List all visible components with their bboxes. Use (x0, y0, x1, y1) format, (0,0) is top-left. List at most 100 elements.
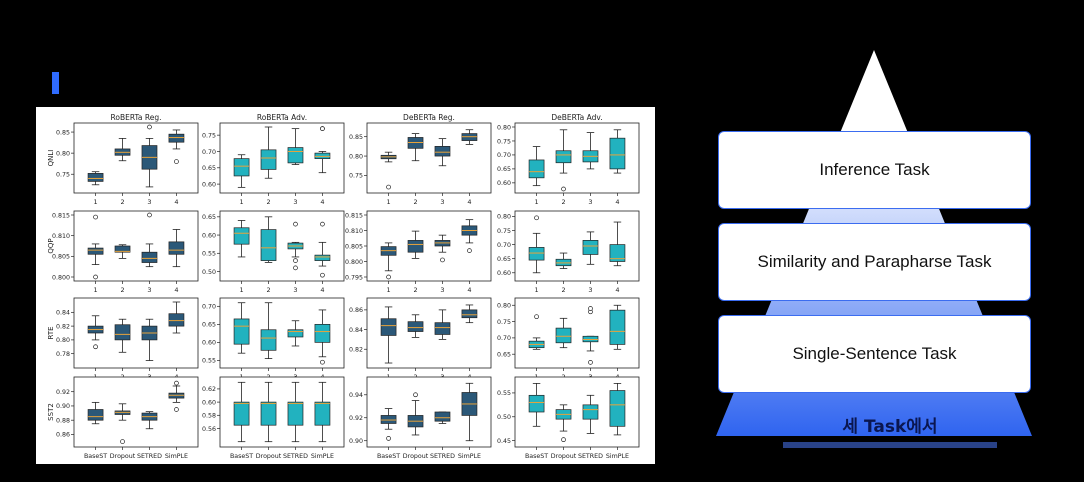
title-accent-bar (52, 72, 59, 94)
box (609, 309, 626, 345)
pyramid-caption: 세 Task에서 (842, 417, 938, 437)
box (260, 329, 277, 351)
x-tick-label: BaseST (84, 453, 107, 460)
y-tick-label: 0.65 (497, 352, 511, 359)
x-tick-label: 3 (293, 286, 297, 294)
box (168, 241, 185, 255)
y-tick-label: 0.56 (202, 426, 216, 433)
outlier-point (147, 212, 152, 218)
similarity-task-label: Similarity and Parapharse Task (757, 252, 992, 271)
outlier-point (93, 274, 98, 280)
y-tick-label: 0.86 (56, 432, 70, 439)
outlier-point (561, 437, 566, 443)
similarity-task-card: Similarity and Parapharse Task (718, 223, 1031, 301)
box (582, 404, 599, 420)
outlier-point (120, 439, 125, 444)
x-tick-label: 1 (93, 286, 97, 294)
y-tick-label: 0.70 (497, 335, 511, 342)
outlier-point (174, 380, 179, 386)
y-tick-label: 0.805 (345, 243, 363, 250)
y-tick-label: 0.80 (56, 337, 70, 344)
y-tick-label: 0.80 (56, 150, 70, 157)
y-tick-label: 0.86 (349, 307, 363, 314)
outlier-point (561, 186, 566, 192)
outlier-point (534, 314, 539, 320)
outlier-point (386, 274, 391, 280)
y-tick-label: 0.65 (497, 166, 511, 173)
box (260, 149, 277, 170)
y-tick-label: 0.65 (202, 214, 216, 221)
x-tick-label: SimPLE (606, 453, 629, 460)
y-tick-label: 0.810 (345, 228, 363, 235)
column-title: DeBERTa Adv. (551, 113, 602, 122)
y-tick-label: 0.90 (349, 438, 363, 445)
x-tick-label: 1 (534, 286, 538, 294)
x-tick-label: BaseST (230, 453, 253, 460)
x-tick-label: SETRED (283, 453, 308, 460)
x-tick-label: 3 (147, 286, 151, 294)
y-tick-label: 0.80 (497, 303, 511, 310)
y-tick-label: 0.60 (497, 270, 511, 277)
box (528, 394, 545, 413)
y-tick-label: 0.92 (349, 415, 363, 422)
row-label: RTE (47, 326, 55, 339)
x-tick-label: 2 (266, 286, 270, 294)
box (260, 401, 277, 426)
inference-task-card: Inference Task (718, 131, 1031, 209)
box (380, 318, 397, 336)
y-tick-label: 0.85 (56, 129, 70, 136)
y-tick-label: 0.800 (52, 274, 70, 281)
inference-task-label: Inference Task (819, 160, 930, 179)
y-tick-label: 0.810 (52, 233, 70, 240)
outlier-point (174, 159, 179, 164)
box (434, 146, 451, 157)
x-tick-label: 4 (320, 286, 324, 294)
y-tick-label: 0.84 (349, 327, 363, 334)
x-tick-label: SimPLE (165, 453, 188, 460)
x-tick-label: 2 (561, 286, 565, 294)
box (314, 323, 331, 343)
x-tick-label: 4 (615, 286, 619, 294)
single-sentence-task-card: Single-Sentence Task (718, 315, 1031, 393)
box (461, 309, 478, 319)
y-tick-label: 0.55 (202, 358, 216, 365)
x-tick-label: 1 (239, 286, 243, 294)
row-label: SST2 (47, 403, 55, 421)
x-tick-label: Dropout (551, 453, 577, 460)
box (434, 411, 451, 422)
y-tick-label: 0.45 (497, 438, 511, 445)
subplot-frame (366, 210, 492, 282)
box (609, 244, 626, 262)
outlier-point (320, 359, 325, 365)
subplot-frame (73, 122, 199, 194)
box (609, 390, 626, 427)
x-tick-label: SimPLE (458, 453, 481, 460)
box (555, 327, 572, 344)
outlier-point (440, 257, 445, 263)
y-tick-label: 0.84 (56, 310, 70, 317)
y-tick-label: 0.60 (497, 180, 511, 187)
x-tick-label: 2 (120, 198, 124, 206)
x-tick-label: 2 (561, 198, 565, 206)
box (287, 401, 304, 426)
y-tick-label: 0.80 (497, 124, 511, 131)
y-tick-label: 0.70 (497, 242, 511, 249)
x-tick-label: SETRED (137, 453, 162, 460)
x-tick-label: 4 (615, 198, 619, 206)
y-tick-label: 0.65 (497, 256, 511, 263)
x-tick-label: SETRED (430, 453, 455, 460)
outlier-point (413, 392, 418, 398)
box (168, 133, 185, 143)
x-tick-label: Dropout (110, 453, 136, 460)
box (528, 159, 545, 179)
y-tick-label: 0.800 (345, 259, 363, 266)
y-tick-label: 0.65 (202, 322, 216, 329)
y-tick-label: 0.75 (497, 138, 511, 145)
x-tick-label: Dropout (256, 453, 282, 460)
y-tick-label: 0.85 (349, 134, 363, 141)
box (528, 247, 545, 261)
column-title: RoBERTa Reg. (111, 113, 162, 122)
x-tick-label: 3 (588, 198, 592, 206)
y-tick-label: 0.795 (345, 274, 363, 281)
y-tick-label: 0.60 (202, 181, 216, 188)
